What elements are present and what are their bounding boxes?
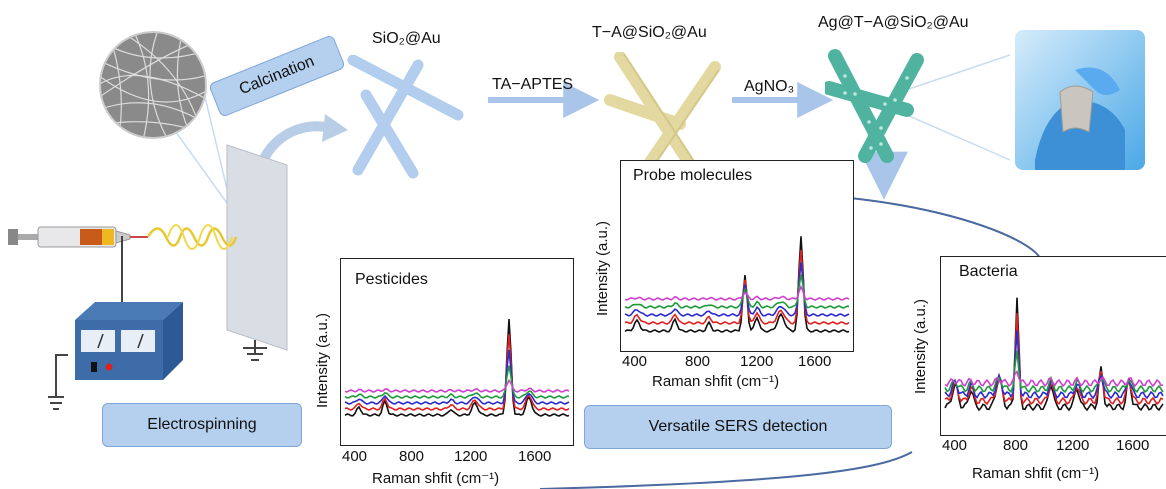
x-tick: 400 (342, 448, 368, 465)
fiber-ag-ta-sio2-au (825, 49, 924, 163)
versatile-sers-label: Versatile SERS detection (584, 405, 892, 449)
spectrum-line (944, 369, 1164, 388)
x-tick: 800 (1003, 437, 1029, 454)
electrospinning-label: Electrospinning (102, 403, 302, 447)
pesticides-panel: Pesticides (340, 258, 574, 446)
x-axis-label: Raman shfit (cm⁻¹) (652, 373, 780, 390)
x-tick: 1600 (1116, 437, 1150, 454)
spectrum-line (944, 350, 1164, 394)
ground-icon (243, 340, 267, 361)
process-arrow (899, 54, 1011, 93)
bacteria-panel: Bacteria (940, 256, 1166, 436)
y-axis-label: Intensity (a.u.) (912, 298, 929, 394)
ground-icon (48, 354, 68, 410)
x-tick: 1600 (518, 448, 552, 465)
label-sio2-au: SiO₂@Au (372, 30, 441, 47)
connector-curve (849, 197, 1041, 259)
label-ta-aptes: TA−APTES (492, 76, 574, 93)
y-axis-label: Intensity (a.u.) (594, 220, 611, 316)
x-tick: 1200 (740, 353, 774, 370)
panel-title: Pesticides (355, 271, 428, 288)
power-supply-icon (75, 302, 183, 380)
fiber-ta-sio2-au (604, 52, 721, 182)
spectrum-line (624, 284, 850, 301)
probe-panel: Probe molecules (620, 160, 854, 352)
fiber-sio2-au (347, 55, 464, 179)
spectrum-line (624, 274, 850, 309)
label-ag-ta-sio2-au: Ag@T−A@SiO₂@Au (818, 14, 969, 31)
probe-spectra (624, 236, 850, 333)
spectrum-line (624, 249, 850, 325)
spectrum-line (624, 262, 850, 317)
membrane-photo (1015, 30, 1145, 170)
label-ta-sio2-au: T−A@SiO₂@Au (592, 24, 707, 41)
panel-title: Bacteria (959, 263, 1018, 280)
x-axis-label: Raman shfit (cm⁻¹) (372, 470, 500, 487)
spectrum-line (344, 378, 570, 393)
syringe-icon (8, 224, 238, 250)
sem-image (99, 31, 207, 139)
process-arrow (899, 111, 1011, 161)
x-tick: 800 (399, 448, 425, 465)
spectrum-line (344, 334, 570, 411)
spectrum-line (344, 365, 570, 399)
x-tick: 400 (622, 353, 648, 370)
x-tick: 800 (685, 353, 711, 370)
y-axis-label: Intensity (a.u.) (314, 312, 331, 408)
label-agno3: AgNO₃ (744, 78, 795, 95)
spectrum-line (624, 236, 850, 333)
x-tick: 1200 (454, 448, 488, 465)
x-axis-label: Raman shfit (cm⁻¹) (972, 465, 1100, 482)
bacteria-spectra (944, 297, 1164, 412)
pesticides-spectra (344, 318, 570, 417)
spectrum-line (344, 318, 570, 417)
x-tick: 1200 (1056, 437, 1090, 454)
panel-title: Probe molecules (633, 167, 753, 184)
x-tick: 1600 (798, 353, 832, 370)
connector-curve (539, 451, 913, 489)
spectrum-line (344, 349, 570, 405)
x-tick: 400 (942, 437, 968, 454)
